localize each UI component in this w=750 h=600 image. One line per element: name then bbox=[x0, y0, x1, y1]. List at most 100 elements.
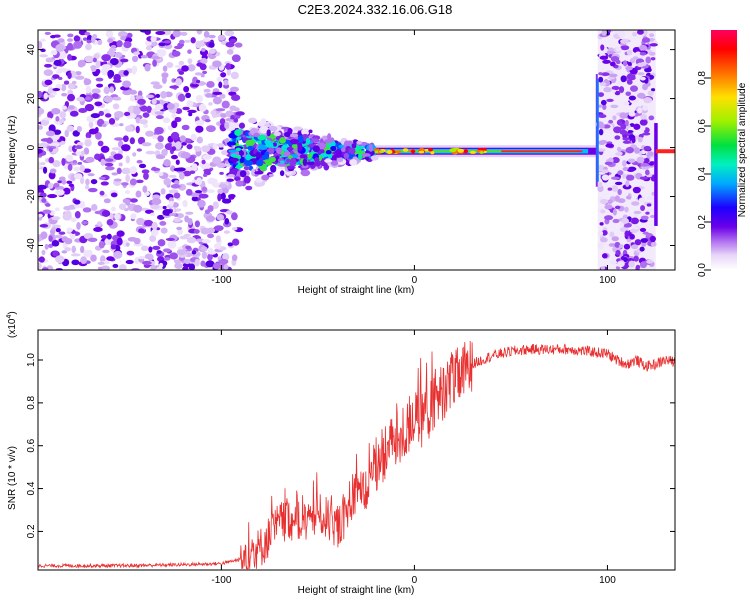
spectrogram-cell bbox=[62, 187, 71, 195]
spectrogram-cell bbox=[111, 172, 119, 176]
spectrogram-cell bbox=[105, 30, 114, 38]
spectrogram-cell bbox=[160, 227, 168, 234]
spectrogram-cell bbox=[97, 261, 105, 266]
spectrogram-cell bbox=[44, 79, 53, 86]
spectrogram-cell bbox=[235, 147, 242, 152]
spectrogram-cell bbox=[105, 158, 114, 162]
spectrogram-cell bbox=[624, 119, 629, 127]
spectrogram-cell bbox=[649, 43, 658, 47]
spectrogram-cell bbox=[138, 163, 147, 169]
spectrogram-cell bbox=[103, 95, 113, 103]
spectrogram-cell bbox=[646, 259, 654, 264]
spectrogram-cell bbox=[178, 60, 185, 66]
spectrogram-cell bbox=[257, 144, 268, 150]
spectrogram-cell bbox=[60, 83, 67, 92]
spectrogram-cell bbox=[202, 70, 208, 75]
spectrogram-cell bbox=[175, 141, 182, 150]
spectrogram-cell bbox=[130, 213, 137, 220]
spectrogram-cell bbox=[218, 258, 229, 265]
spectrogram-cell bbox=[129, 95, 135, 102]
spectrogram-cell bbox=[97, 266, 103, 270]
spectrogram-cell bbox=[77, 161, 83, 165]
spectrogram-cell bbox=[643, 145, 652, 151]
spectrogram-cell bbox=[640, 238, 649, 243]
spectrogram-cell bbox=[91, 203, 98, 211]
spectrogram-chart: -100 0 100 -40 -20 0 20 40 Height of straight … bbox=[7, 29, 748, 296]
spectrogram-cell bbox=[91, 93, 99, 99]
spectrogram-cell bbox=[643, 30, 648, 36]
x-tick-label: -100 bbox=[211, 575, 231, 586]
spectrogram-cell bbox=[632, 186, 641, 194]
spectrogram-cell bbox=[66, 227, 73, 233]
spectrogram-cell bbox=[166, 62, 174, 68]
spectrogram-cell bbox=[619, 129, 628, 135]
spectrogram-cell bbox=[223, 79, 229, 86]
spectrogram-cell bbox=[279, 160, 285, 164]
spectrogram-cell bbox=[602, 104, 607, 111]
spectrogram-cell bbox=[187, 109, 197, 114]
snr-multiplier-text: (x10 bbox=[7, 318, 18, 338]
spectrogram-cell bbox=[175, 78, 183, 86]
spectrogram-cell bbox=[642, 231, 649, 235]
spectrogram-cell bbox=[90, 254, 97, 262]
spectrogram-cell bbox=[245, 185, 253, 191]
spectrogram-cell bbox=[84, 31, 91, 36]
spectrogram-cell bbox=[154, 126, 164, 135]
spectrogram-cell bbox=[228, 194, 235, 200]
spectrogram-cell bbox=[174, 64, 183, 68]
spectrogram-cell bbox=[293, 126, 303, 131]
spectrogram-cell bbox=[143, 172, 149, 180]
spectrogram-cell bbox=[85, 131, 92, 139]
spectrogram-cell bbox=[76, 96, 85, 102]
spectrogram-cell bbox=[95, 68, 101, 75]
spectrogram-cell bbox=[76, 125, 83, 133]
spectrogram-cell bbox=[75, 75, 85, 80]
spectrogram-cell bbox=[639, 227, 647, 232]
spectrogram-cell bbox=[100, 181, 109, 186]
spectrogram-cell bbox=[85, 156, 95, 163]
spectrogram-cell bbox=[245, 139, 255, 146]
spectrogram-cell bbox=[182, 170, 192, 177]
spectrogram-cell bbox=[598, 114, 607, 119]
spectrogram-cell bbox=[310, 138, 320, 143]
spectrogram-cell bbox=[611, 157, 620, 164]
spectrogram-cell bbox=[227, 173, 235, 178]
spectrogram-cell bbox=[38, 107, 45, 115]
spectrogram-cell bbox=[116, 167, 122, 175]
spectrogram-cell bbox=[633, 123, 641, 130]
spectrogram-cell bbox=[76, 221, 81, 230]
spectrogram-cell bbox=[155, 115, 164, 120]
spectrogram-cell bbox=[96, 221, 102, 227]
spectrogram-cell bbox=[418, 150, 425, 154]
spectrogram-cell bbox=[607, 199, 613, 204]
spectrogram-cell bbox=[315, 160, 321, 167]
spectrogram-cell bbox=[95, 60, 101, 69]
spectrogram-cell bbox=[307, 153, 312, 160]
x-tick-label: 100 bbox=[599, 275, 616, 286]
colorbar bbox=[711, 30, 737, 270]
spectrogram-cell bbox=[254, 170, 264, 175]
spectrogram-cell bbox=[627, 158, 636, 163]
spectrogram-cell bbox=[221, 186, 229, 194]
spectrogram-cell bbox=[289, 133, 299, 138]
spectrogram-cell bbox=[90, 113, 100, 119]
spectrogram-cell bbox=[622, 159, 627, 167]
spectrogram-cell bbox=[98, 240, 105, 249]
spectrogram-cell bbox=[61, 92, 68, 97]
spectrogram-cell bbox=[639, 119, 648, 126]
spectrogram-cell bbox=[230, 71, 239, 80]
spectrogram-cell bbox=[171, 113, 177, 119]
spectrogram-cell bbox=[78, 108, 88, 113]
spectrogram-cell bbox=[608, 73, 618, 78]
spectrogram-cell bbox=[138, 255, 147, 260]
spectrogram-cell bbox=[351, 143, 357, 149]
spectrogram-cell bbox=[636, 156, 645, 164]
spectrogram-cell bbox=[617, 80, 623, 85]
spectrogram-cell bbox=[180, 151, 191, 159]
svg-text:(x104): (x104) bbox=[6, 311, 18, 338]
spectrogram-cell bbox=[410, 149, 416, 154]
spectrogram-cell bbox=[301, 164, 309, 169]
spectrogram-cell bbox=[111, 206, 116, 212]
spectrogram-cell bbox=[71, 245, 76, 254]
spectrogram-cell bbox=[58, 231, 66, 235]
